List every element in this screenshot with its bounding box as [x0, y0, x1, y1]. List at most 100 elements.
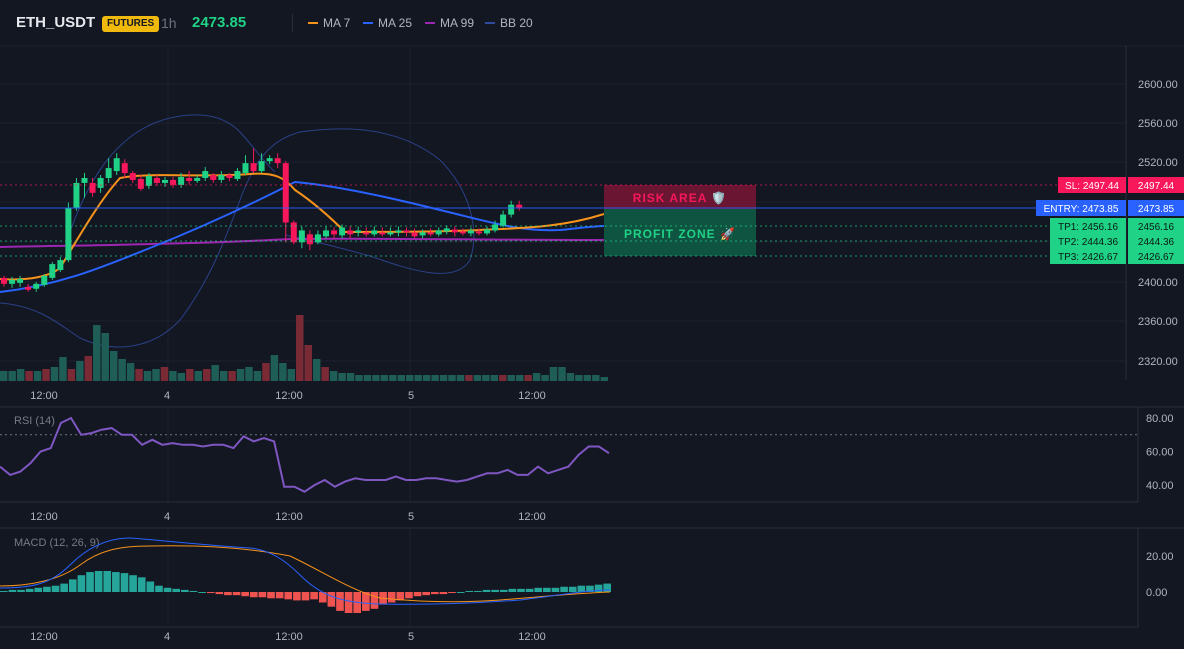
macd-hist-bar	[534, 587, 543, 592]
macd-hist-bar	[508, 588, 517, 592]
level-tag-text: ENTRY: 2473.85	[1044, 204, 1119, 215]
macd-hist-bar	[603, 583, 611, 592]
volume-bar	[203, 369, 211, 381]
volume-bar	[262, 363, 270, 381]
macd-hist-bar	[517, 588, 525, 592]
volume-bar	[312, 359, 321, 381]
volume-bar	[101, 333, 109, 381]
candle-body	[290, 222, 297, 243]
grid-lines	[0, 46, 1126, 627]
level-value-bg	[1128, 218, 1184, 234]
macd-hist-bar	[258, 592, 267, 598]
volume-bar	[67, 369, 76, 381]
macd-hist-bar	[267, 592, 275, 599]
candle-body	[9, 279, 16, 284]
volume-bar	[160, 367, 169, 381]
legend-ma7[interactable]: MA 7	[308, 16, 350, 30]
volume-bar	[600, 377, 608, 381]
candle-body	[226, 175, 233, 178]
macd-hist-bar	[465, 590, 474, 592]
volume-bar	[406, 375, 414, 381]
candle-body	[427, 232, 434, 235]
symbol-name[interactable]: ETH_USDT	[16, 14, 96, 31]
time-tick-label: 4	[164, 390, 170, 402]
macd-hist-bar	[310, 592, 318, 600]
risk-area-zone[interactable]	[604, 185, 756, 209]
candle-body	[41, 275, 48, 285]
ma25-swatch	[363, 22, 373, 24]
macd-hist-bar	[241, 592, 249, 597]
volume-bar	[575, 375, 583, 381]
level-value-bg	[1128, 248, 1184, 264]
rsi-tick-label: 80.00	[1146, 413, 1174, 425]
level-value-bg	[1128, 177, 1184, 193]
candle-body	[323, 230, 329, 237]
volume-bar	[389, 375, 397, 381]
candle-body	[178, 176, 185, 185]
price-tick-label: 2600.00	[1138, 79, 1178, 91]
volume-bar	[25, 371, 33, 381]
macd-hist-bar	[34, 587, 43, 592]
ma7-swatch	[308, 22, 318, 24]
volume-bar	[143, 371, 152, 381]
candle-body	[89, 182, 96, 193]
volume-bar	[169, 371, 177, 381]
time-tick-label: 5	[408, 390, 414, 402]
ma99-line	[0, 237, 605, 248]
volume-bar	[42, 369, 50, 381]
risk-area-label: RISK AREA 🛡️	[633, 191, 727, 205]
macd-hist-bar	[327, 592, 336, 607]
time-tick-label: 12:00	[518, 511, 546, 523]
macd-hist-bar	[439, 592, 448, 595]
volume-bar	[245, 367, 253, 381]
candle-body	[113, 158, 120, 172]
macd-hist-bar	[474, 590, 482, 592]
candle-body	[403, 230, 410, 233]
volume-bar	[194, 371, 202, 381]
candle-body	[242, 163, 249, 174]
volume-bar	[270, 355, 279, 381]
macd-hist-bar	[568, 586, 577, 592]
candle-body	[218, 175, 225, 180]
volume-bar	[253, 371, 262, 381]
volume-bar	[380, 375, 389, 381]
macd-hist-bar	[172, 588, 181, 592]
volume-bar	[499, 375, 507, 381]
candle-body	[274, 158, 281, 164]
macd-histogram	[0, 571, 611, 613]
level-value-text: 2426.67	[1138, 252, 1175, 263]
volume-bar	[465, 375, 473, 381]
time-tick-label: 12:00	[275, 631, 303, 643]
level-value-bg	[1128, 200, 1184, 216]
macd-hist-bar	[577, 585, 586, 592]
macd-hist-bar	[25, 588, 34, 592]
macd-tick-label: 20.00	[1146, 551, 1174, 563]
macd-hist-bar	[456, 592, 465, 593]
volume-bar	[152, 369, 160, 381]
legend-bb20[interactable]: BB 20	[485, 16, 533, 30]
volume-bar	[583, 375, 592, 381]
macd-hist-bar	[318, 592, 327, 603]
timeframe-selector[interactable]: 1h	[161, 15, 177, 31]
volume-bar	[592, 375, 600, 381]
macd-hist-bar	[448, 592, 456, 594]
candle-body	[234, 171, 241, 179]
candle-body	[145, 176, 152, 186]
macd-hist-bar	[163, 587, 172, 592]
volume-bar	[515, 375, 524, 381]
candle-body	[467, 230, 474, 234]
candle-body	[57, 260, 64, 270]
macd-hist-bar	[224, 592, 232, 596]
candle-body	[153, 177, 160, 183]
macd-hist-bar	[370, 592, 379, 609]
level-tag-bg	[1050, 233, 1126, 249]
profit-zone[interactable]	[604, 209, 756, 256]
legend-ma99[interactable]: MA 99	[425, 16, 474, 30]
rsi-tick-label: 40.00	[1146, 480, 1174, 492]
volume-bar	[135, 369, 143, 381]
level-value-text: 2444.36	[1138, 237, 1175, 248]
candle-body	[210, 175, 217, 180]
legend-ma25[interactable]: MA 25	[363, 16, 412, 30]
level-value-text: 2497.44	[1138, 181, 1175, 192]
